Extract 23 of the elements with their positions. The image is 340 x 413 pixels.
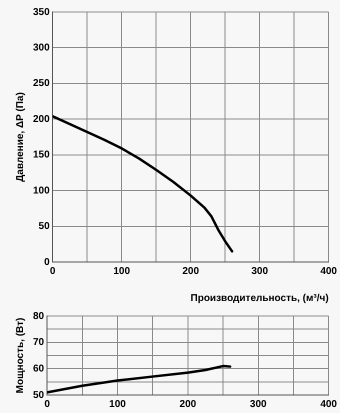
x-tick-label: 400 (320, 398, 338, 410)
x-tick-label: 200 (180, 398, 197, 410)
x-axis-title: Производительность, (м³/ч) (190, 292, 329, 304)
x-tick-label: 400 (320, 266, 338, 277)
y-tick-label: 70 (33, 337, 45, 348)
y-tick-label: 350 (32, 6, 50, 18)
y-tick-label: 100 (32, 185, 50, 196)
y-tick-label: 80 (33, 310, 45, 322)
x-tick-label: 100 (113, 266, 130, 277)
y-tick-label: 150 (32, 150, 50, 161)
y-tick-label: 300 (32, 42, 50, 54)
y-tick-label: 250 (32, 78, 50, 90)
x-tick-label: 200 (182, 266, 200, 277)
y-axis-title: Мощность, (Вт) (14, 318, 26, 394)
x-tick-label: 100 (109, 398, 126, 410)
x-tick-label: 300 (250, 398, 268, 410)
y-tick-label: 200 (32, 114, 50, 125)
y-tick-label: 50 (33, 390, 45, 401)
x-tick-label: 300 (251, 266, 268, 277)
y-tick-label: 60 (33, 363, 45, 374)
y-tick-label: 50 (38, 221, 50, 232)
y-axis-title: Давление, ΔP (Па) (14, 92, 26, 182)
y-tick-label: 0 (44, 256, 50, 268)
